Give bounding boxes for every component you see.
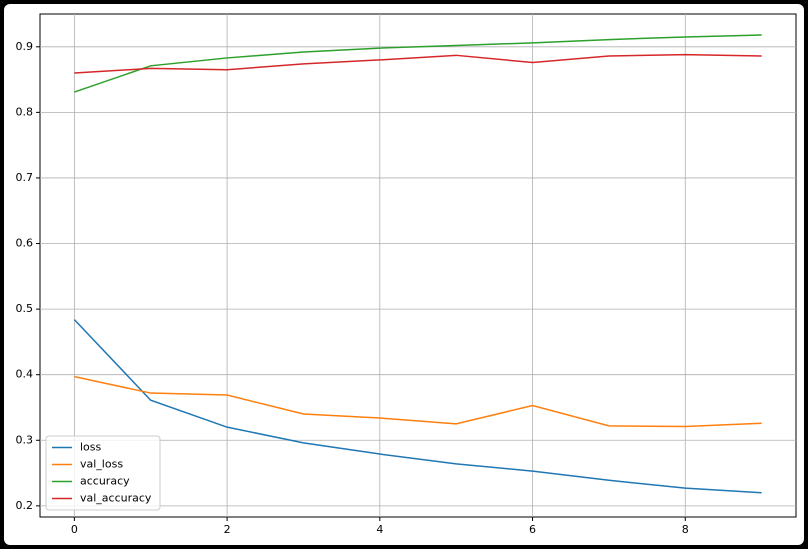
line [74, 53, 762, 74]
y-tick-label: 0.4 [16, 368, 34, 381]
y-tick-label: 0.9 [16, 40, 34, 53]
line [73, 319, 762, 494]
x-tick-label: 0 [71, 523, 78, 536]
x-tick-label: 4 [376, 523, 383, 536]
legend-label: val_loss [80, 458, 123, 471]
y-tick-label: 0.7 [16, 171, 34, 184]
legend-label: accuracy [80, 475, 130, 488]
line [74, 34, 762, 93]
x-tick-label: 8 [682, 523, 689, 536]
legend-label: val_accuracy [80, 492, 152, 505]
x-tick-label: 6 [529, 523, 536, 536]
y-tick-label: 0.6 [16, 237, 34, 250]
y-tick-label: 0.3 [16, 433, 34, 446]
y-tick-label: 0.5 [16, 302, 34, 315]
y-tick-label: 0.8 [16, 105, 34, 118]
plot-area [39, 13, 797, 518]
y-tick-label: 0.2 [16, 499, 34, 512]
legend-label: loss [80, 441, 102, 454]
legend-box [45, 435, 161, 511]
x-tick-label: 2 [224, 523, 231, 536]
line [74, 375, 762, 428]
